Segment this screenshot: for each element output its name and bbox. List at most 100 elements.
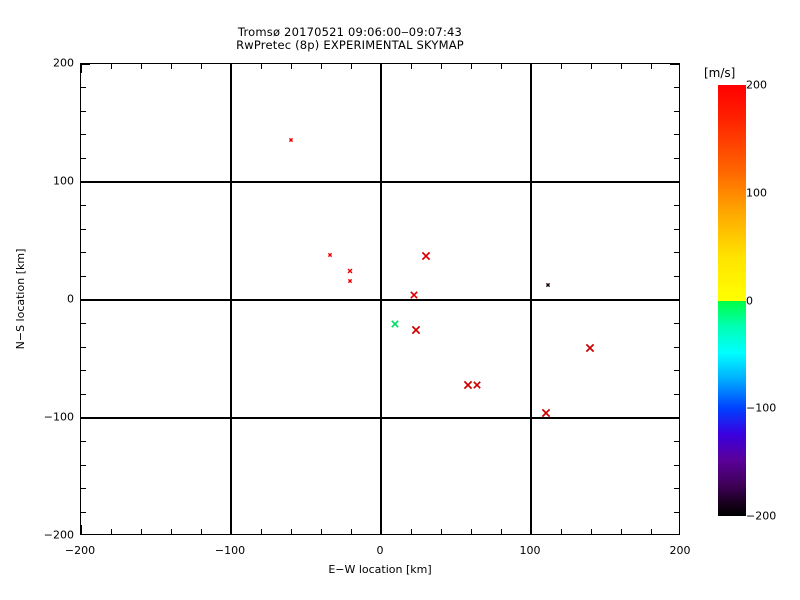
- y-axis-tick: [674, 110, 679, 112]
- y-axis-tick: [674, 511, 679, 513]
- x-axis-tick: [410, 64, 412, 69]
- x-tick-label: 100: [519, 544, 541, 557]
- y-axis-tick: [81, 181, 90, 183]
- x-axis-tick: [350, 64, 352, 69]
- x-axis-tick: [200, 529, 202, 534]
- data-point-marker: [327, 253, 333, 258]
- x-axis-tick: [590, 529, 592, 534]
- x-axis-tick: [170, 64, 172, 69]
- data-point-marker: [288, 137, 294, 142]
- y-axis-tick: [674, 393, 679, 395]
- y-axis-tick: [674, 441, 679, 443]
- x-axis-tick: [380, 525, 382, 534]
- data-point-marker: [347, 279, 352, 284]
- data-point-marker: [411, 325, 420, 334]
- y-axis-tick: [81, 488, 86, 490]
- x-axis-label: E−W location [km]: [328, 563, 432, 576]
- gridline-horizontal: [81, 417, 679, 419]
- x-axis-tick: [140, 529, 142, 534]
- y-axis-tick: [81, 87, 86, 89]
- gridline-vertical: [530, 64, 532, 534]
- colorbar-tick-label: 100: [746, 186, 767, 200]
- y-axis-tick: [81, 205, 86, 207]
- x-axis-tick: [440, 529, 442, 534]
- x-axis-tick: [290, 64, 292, 69]
- gridline-vertical: [230, 64, 232, 534]
- x-axis-tick: [260, 529, 262, 534]
- data-point-marker: [463, 380, 473, 390]
- gridline-horizontal: [81, 299, 679, 301]
- x-axis-tick: [230, 525, 232, 534]
- data-point-marker: [541, 409, 551, 418]
- y-axis-tick: [81, 370, 86, 372]
- y-axis-tick: [670, 299, 679, 301]
- colorbar: [718, 85, 746, 516]
- data-point-marker: [421, 252, 431, 261]
- x-axis-tick: [110, 64, 112, 69]
- x-axis-tick: [320, 64, 322, 69]
- x-axis-tick: [170, 529, 172, 534]
- y-axis-tick: [674, 87, 679, 89]
- y-axis-tick: [81, 299, 90, 301]
- colorbar-tick-label: 0: [746, 294, 753, 307]
- y-axis-tick: [674, 205, 679, 207]
- y-axis-tick: [81, 393, 86, 395]
- colorbar-gradient-lower: [718, 300, 746, 516]
- x-axis-tick: [410, 529, 412, 534]
- x-axis-tick: [470, 64, 472, 69]
- y-axis-tick: [670, 64, 679, 65]
- y-axis-tick: [670, 417, 679, 419]
- x-axis-tick: [81, 64, 82, 73]
- y-axis-tick: [81, 252, 86, 254]
- x-tick-label: −100: [214, 544, 246, 557]
- title-line-1: Tromsø 20170521 09:06:00‒09:07:43: [237, 25, 463, 39]
- y-axis-tick: [81, 346, 86, 348]
- x-axis-tick: [500, 64, 502, 69]
- y-axis-tick: [674, 275, 679, 277]
- x-axis-tick: [560, 64, 562, 69]
- x-axis-tick: [620, 529, 622, 534]
- y-tick-label: −200: [43, 528, 74, 542]
- y-axis-tick: [81, 275, 86, 277]
- plot-area: [81, 64, 679, 534]
- x-tick-label: −200: [64, 544, 96, 557]
- data-point-marker: [390, 319, 399, 328]
- x-axis-tick: [81, 525, 82, 534]
- data-point-marker: [410, 291, 418, 300]
- x-tick-label: 200: [669, 544, 691, 557]
- x-axis-tick: [560, 529, 562, 534]
- x-axis-tick: [320, 529, 322, 534]
- x-axis-tick: [200, 64, 202, 69]
- gridline-vertical: [380, 64, 382, 534]
- data-point-marker: [585, 344, 594, 353]
- y-axis-tick: [674, 228, 679, 230]
- plot-frame: [80, 63, 680, 535]
- x-axis-tick: [500, 529, 502, 534]
- y-axis-tick: [81, 323, 86, 325]
- y-axis-tick: [674, 323, 679, 325]
- colorbar-unit-label: [m/s]: [704, 66, 736, 80]
- x-axis-tick: [260, 64, 262, 69]
- x-axis-tick: [290, 529, 292, 534]
- title-line-2: RwPretec (8p) EXPERIMENTAL SKYMAP: [236, 38, 464, 52]
- y-tick-label: 200: [53, 56, 74, 70]
- x-axis-tick: [110, 529, 112, 534]
- x-axis-tick: [230, 64, 232, 73]
- colorbar-tick-label: 200: [746, 78, 767, 92]
- chart-title: Tromsø 20170521 09:06:00‒09:07:43 RwPret…: [0, 26, 700, 52]
- y-axis-tick: [674, 252, 679, 254]
- x-axis-tick: [140, 64, 142, 69]
- x-axis-tick: [440, 64, 442, 69]
- colorbar-tick-label: −100: [746, 401, 777, 415]
- y-axis-tick: [81, 134, 86, 136]
- y-axis-tick: [81, 64, 90, 65]
- y-tick-label: −100: [43, 410, 74, 424]
- gridline-horizontal: [81, 181, 679, 183]
- x-axis-tick: [530, 64, 532, 73]
- y-tick-label: 100: [53, 174, 74, 188]
- x-axis-tick: [350, 529, 352, 534]
- data-point-marker: [545, 282, 550, 287]
- y-axis-tick: [81, 228, 86, 230]
- x-axis-tick: [380, 64, 382, 73]
- y-axis-tick: [81, 110, 86, 112]
